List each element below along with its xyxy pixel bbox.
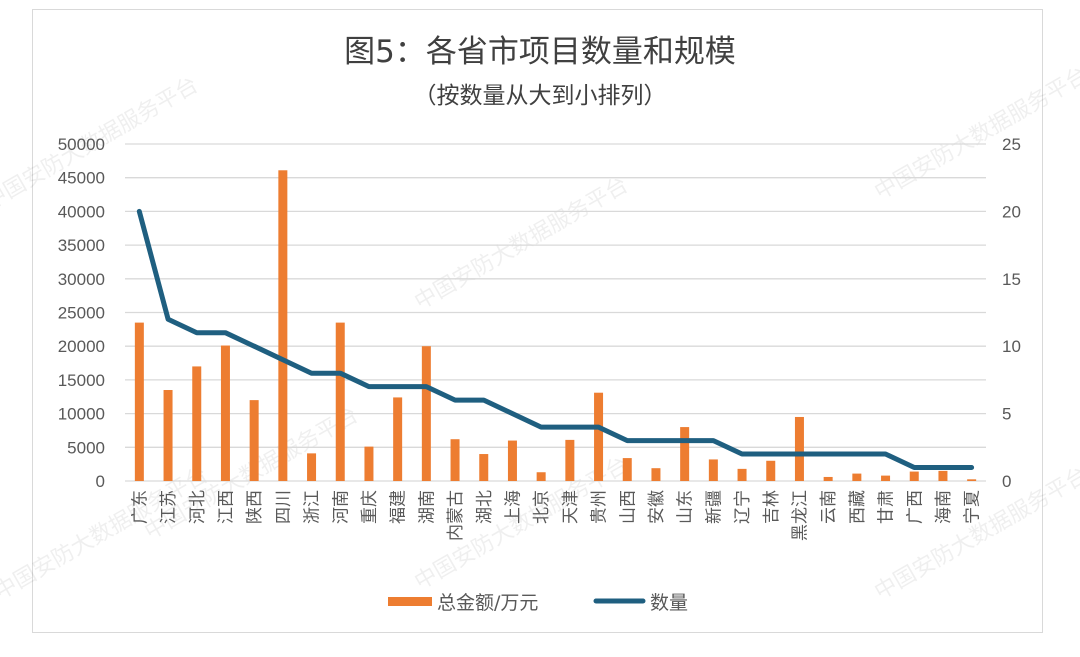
watermark-text: 中国安防大数据服务平台 xyxy=(411,173,633,316)
legend: 总金额/万元 数量 xyxy=(388,592,688,614)
bar xyxy=(622,458,632,481)
bar xyxy=(565,439,575,481)
bar xyxy=(852,473,862,481)
legend-bar-swatch xyxy=(388,597,432,606)
bar xyxy=(708,459,718,481)
left-axis-tick: 5000 xyxy=(67,438,105,457)
category-label: 福建 xyxy=(389,490,409,524)
category-label: 河南 xyxy=(331,490,351,524)
bar xyxy=(737,468,747,481)
right-axis-tick: 5 xyxy=(1002,405,1011,424)
category-label: 山西 xyxy=(618,490,638,524)
category-label: 陕西 xyxy=(245,490,265,524)
category-label: 江苏 xyxy=(159,490,179,524)
bar xyxy=(134,322,144,481)
bar xyxy=(278,170,288,481)
category-label: 江西 xyxy=(216,490,236,524)
left-axis-tick: 25000 xyxy=(58,304,105,323)
category-label: 山东 xyxy=(676,490,696,524)
bar xyxy=(393,397,403,481)
category-label: 安徽 xyxy=(647,490,667,524)
category-label: 四川 xyxy=(274,490,294,524)
bar xyxy=(249,400,259,481)
left-axis-tick: 50000 xyxy=(58,135,105,154)
bar xyxy=(192,366,202,481)
category-label: 河北 xyxy=(188,490,208,524)
left-axis-tick: 40000 xyxy=(58,202,105,221)
bar xyxy=(421,346,431,481)
left-axis-ticks: 0 5000 10000 15000 20000 25000 30000 35000 40000… xyxy=(58,135,105,491)
category-label: 天津 xyxy=(561,490,581,524)
category-label: 浙江 xyxy=(303,490,323,524)
category-label: 西藏 xyxy=(848,490,868,524)
category-label: 宁夏 xyxy=(963,490,983,524)
bar xyxy=(536,472,546,481)
bar xyxy=(450,439,460,481)
left-axis-tick: 35000 xyxy=(58,236,105,255)
right-axis-tick: 25 xyxy=(1002,135,1021,154)
gridlines xyxy=(125,143,986,482)
right-axis-ticks: 0 5 10 15 20 25 xyxy=(1002,135,1021,491)
bar xyxy=(680,427,690,481)
category-label: 重庆 xyxy=(360,490,380,524)
watermark-text: 中国安防大数据服务平台 xyxy=(0,463,213,606)
bar xyxy=(909,471,919,481)
category-label: 广东 xyxy=(130,490,150,524)
category-label: 湖南 xyxy=(417,490,437,524)
chart-frame xyxy=(32,9,1043,633)
legend-bar-label: 总金额/万元 xyxy=(437,592,538,614)
watermark-text: 中国安防大数据服务平台 xyxy=(871,63,1080,206)
category-label: 贵州 xyxy=(590,490,610,524)
left-axis-tick: 30000 xyxy=(58,270,105,289)
bar xyxy=(163,390,173,481)
right-axis-tick: 0 xyxy=(1002,472,1011,491)
count-line xyxy=(136,208,975,470)
line-series-count xyxy=(136,208,975,470)
bar xyxy=(967,479,977,481)
category-label: 辽宁 xyxy=(733,490,753,524)
category-label: 黑龙江 xyxy=(790,490,810,541)
left-axis-tick: 20000 xyxy=(58,337,105,356)
bar xyxy=(335,322,345,481)
right-axis-tick: 20 xyxy=(1002,202,1021,221)
category-label: 北京 xyxy=(532,490,552,524)
bar xyxy=(651,468,661,481)
watermark-text: 中国安防大数据服务平台 xyxy=(871,463,1080,606)
left-axis-tick: 15000 xyxy=(58,371,105,390)
bar xyxy=(794,416,804,481)
bar xyxy=(766,460,776,481)
bar xyxy=(823,476,833,481)
bar xyxy=(307,453,317,481)
category-label: 上海 xyxy=(503,490,523,524)
category-label: 云南 xyxy=(819,490,839,524)
category-axis-labels: 广东 江苏 河北 江西 陕西 四川 浙江 河南 重庆 福建 湖南 内蒙古 湖北 上海 北京 天津 贵州 山西 安徽山… xyxy=(130,490,982,541)
bar xyxy=(479,454,489,481)
bar xyxy=(507,440,517,481)
category-label: 新疆 xyxy=(704,490,724,524)
chart-subtitle: （按数量从大到小排列） xyxy=(414,83,667,109)
bar-series-amount xyxy=(134,170,977,481)
category-label: 广西 xyxy=(905,490,925,524)
category-label: 湖北 xyxy=(475,490,495,524)
category-label: 甘肃 xyxy=(877,490,897,524)
left-axis-tick: 45000 xyxy=(58,169,105,188)
category-label: 海南 xyxy=(934,490,954,524)
left-axis-tick: 0 xyxy=(96,472,105,491)
chart-title: 图5：各省市项目数量和规模 xyxy=(344,34,736,70)
right-axis-tick: 15 xyxy=(1002,270,1021,289)
category-label: 吉林 xyxy=(762,490,782,524)
bar xyxy=(938,470,948,481)
bar xyxy=(220,345,230,481)
right-axis-tick: 10 xyxy=(1002,337,1021,356)
left-axis-tick: 10000 xyxy=(58,405,105,424)
bar xyxy=(594,392,604,481)
bar xyxy=(881,475,891,481)
category-label: 内蒙古 xyxy=(446,490,466,541)
legend-line-label: 数量 xyxy=(650,592,688,614)
bar xyxy=(364,446,374,481)
